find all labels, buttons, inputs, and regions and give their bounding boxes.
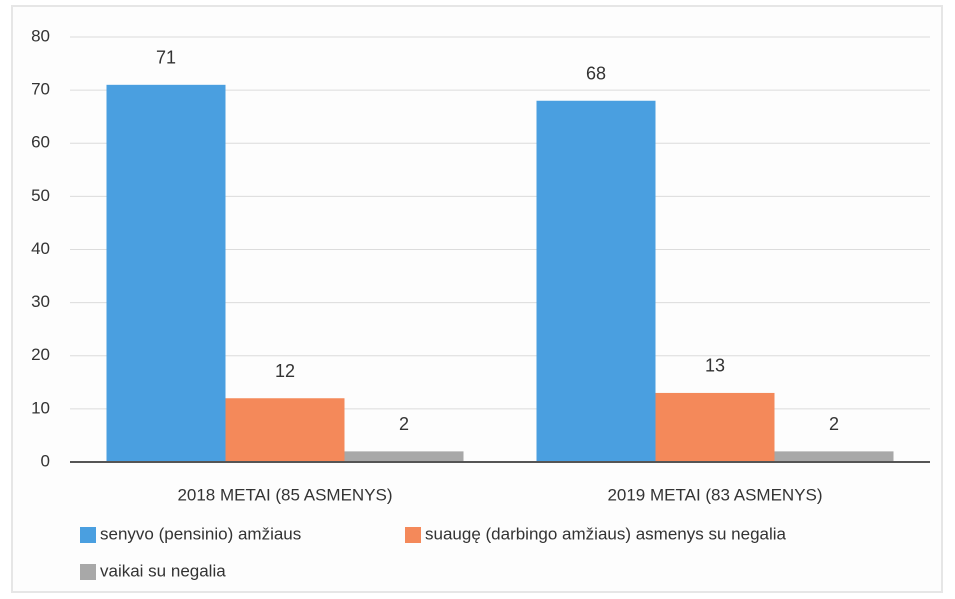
y-tick-label: 50 [31, 186, 50, 205]
bar [225, 398, 345, 462]
data-label: 2 [829, 414, 839, 434]
legend-label: vaikai su negalia [100, 561, 226, 580]
x-tick-label: 2019 METAI (83 ASMENYS) [607, 485, 822, 504]
bar [344, 451, 464, 462]
y-tick-label: 70 [31, 80, 50, 99]
y-tick-label: 80 [31, 26, 50, 45]
data-label: 2 [399, 414, 409, 434]
y-tick-label: 20 [31, 345, 50, 364]
data-label: 68 [586, 64, 606, 84]
legend-label: senyvo (pensinio) amžiaus [100, 524, 301, 543]
legend-label: suaugę (darbingo amžiaus) asmenys su neg… [425, 524, 787, 543]
legend-swatch [80, 564, 96, 580]
bar [536, 100, 656, 462]
y-tick-label: 0 [41, 451, 50, 470]
bar [106, 84, 226, 462]
legend-swatch [80, 527, 96, 543]
y-tick-label: 30 [31, 292, 50, 311]
bar [655, 392, 775, 462]
data-label: 13 [705, 356, 725, 376]
y-tick-label: 60 [31, 133, 50, 152]
y-tick-label: 40 [31, 239, 50, 258]
data-label: 71 [156, 48, 176, 68]
legend-swatch [405, 527, 421, 543]
data-label: 12 [275, 361, 295, 381]
x-tick-label: 2018 METAI (85 ASMENYS) [177, 485, 392, 504]
bar [774, 451, 894, 462]
y-tick-label: 10 [31, 398, 50, 417]
